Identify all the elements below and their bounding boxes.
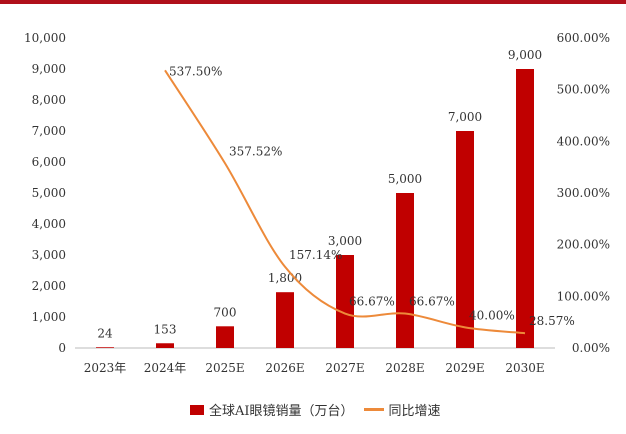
line-label: 537.50% (169, 64, 222, 78)
right-axis-tick: 100.00% (557, 289, 610, 303)
left-axis-tick: 2,000 (32, 279, 66, 293)
line-label: 157.14% (289, 248, 342, 262)
left-axis-tick: 7,000 (32, 124, 66, 138)
right-axis-tick: 300.00% (557, 186, 610, 200)
right-axis-tick: 600.00% (557, 31, 610, 45)
bar-label: 7,000 (448, 110, 482, 124)
line-label: 66.67% (349, 295, 395, 309)
line-label: 40.00% (469, 308, 515, 322)
left-axis-tick: 8,000 (32, 93, 66, 107)
bar (516, 69, 534, 348)
legend-bar-swatch (190, 404, 204, 415)
line-label: 66.67% (409, 295, 455, 309)
x-axis-tick: 2028E (385, 361, 424, 375)
left-axis-tick: 1,000 (32, 310, 66, 324)
bar-label: 24 (97, 326, 113, 340)
right-axis-tick: 0.00% (572, 341, 610, 355)
x-axis-tick: 2023年 (84, 361, 127, 375)
legend-line-swatch (363, 408, 384, 411)
right-axis-tick: 400.00% (557, 134, 610, 148)
bar-label: 1,800 (268, 271, 302, 285)
bar (156, 343, 174, 348)
left-axis-tick: 9,000 (32, 62, 66, 76)
line-label: 357.52% (229, 144, 282, 158)
x-axis-tick: 2029E (445, 361, 484, 375)
left-axis-tick: 3,000 (32, 248, 66, 262)
legend: 全球AI眼镜销量（万台） 同比增速 (190, 400, 441, 419)
bar (276, 292, 294, 348)
legend-bar-label: 全球AI眼镜销量（万台） (209, 404, 354, 419)
left-axis-tick: 5,000 (32, 186, 66, 200)
left-axis-tick: 6,000 (32, 155, 66, 169)
bar (336, 255, 354, 348)
growth-line (164, 69, 526, 335)
left-axis-tick: 0 (58, 341, 66, 355)
x-axis-tick: 2026E (265, 361, 304, 375)
x-axis-tick: 2024年 (144, 361, 187, 375)
bar (456, 131, 474, 348)
left-axis-tick: 10,000 (24, 31, 66, 45)
bar-label: 5,000 (388, 172, 422, 186)
right-axis-tick: 200.00% (557, 238, 610, 252)
x-axis-tick: 2027E (325, 361, 364, 375)
x-axis-tick: 2030E (505, 361, 544, 375)
bar (396, 193, 414, 348)
bar-label: 153 (154, 322, 177, 336)
x-axis-tick: 2025E (205, 361, 244, 375)
right-axis-tick: 500.00% (557, 83, 610, 97)
left-axis-tick: 4,000 (32, 217, 66, 231)
bar-label: 700 (214, 305, 237, 319)
bar-label: 3,000 (328, 234, 362, 248)
bar-label: 9,000 (508, 48, 542, 62)
bar (216, 326, 234, 348)
bar (96, 347, 114, 348)
top-border (0, 0, 626, 4)
legend-line-label: 同比增速 (388, 404, 441, 419)
line-label: 28.57% (529, 314, 575, 328)
